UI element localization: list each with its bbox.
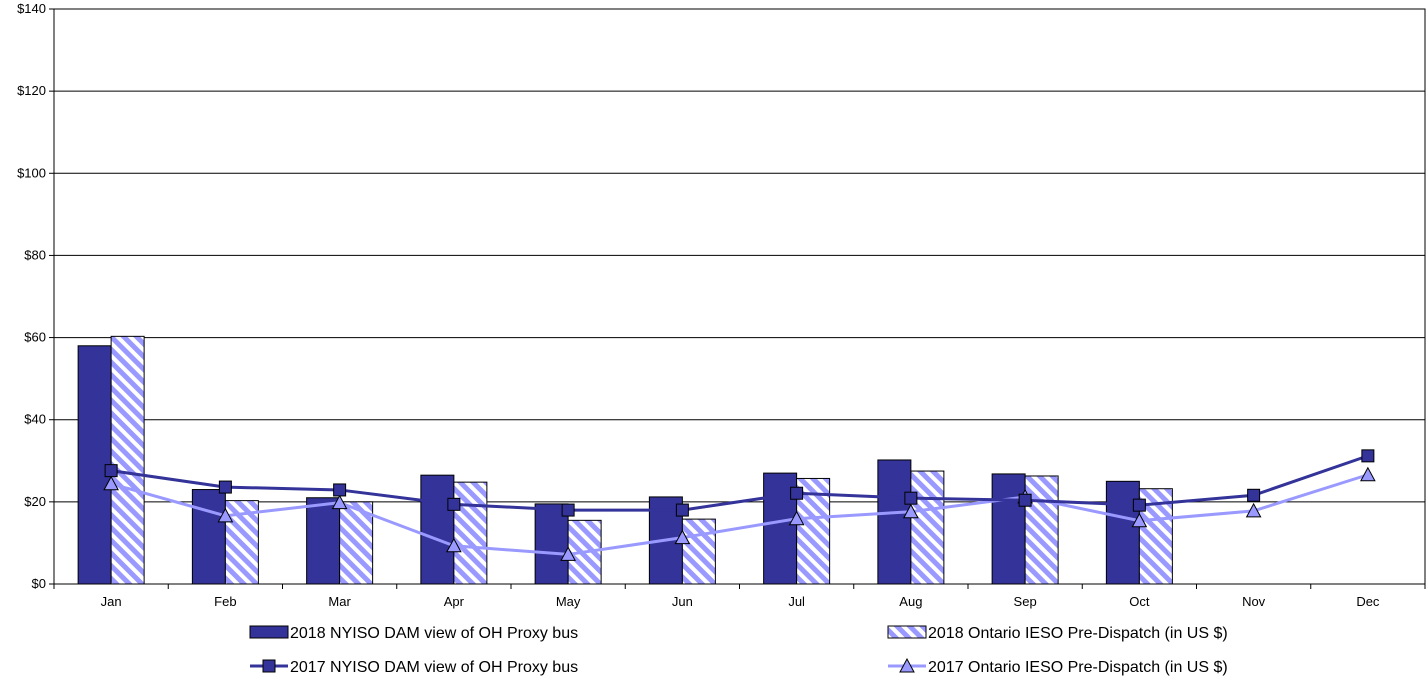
bar (1105, 480, 1140, 585)
legend-swatch (249, 625, 289, 639)
axes: $0 $20 $40 $60 $80 $100 $120 $140 Jan Feb Mar Apr Ma… (17, 1, 1426, 609)
y-tick-label: $0 (32, 576, 46, 591)
line-point (790, 486, 804, 500)
bar (681, 518, 716, 585)
bar (306, 497, 341, 585)
x-tick-label: Jul (788, 594, 805, 609)
legend-label: 2017 Ontario IESO Pre-Dispatch (in US $) (928, 659, 1228, 676)
y-tick-label: $140 (17, 1, 46, 16)
x-tick-label: May (556, 594, 581, 609)
x-tick-label: Nov (1242, 594, 1266, 609)
bar (110, 335, 145, 585)
legend-swatch (887, 625, 927, 639)
legend-item: 2017 Ontario IESO Pre-Dispatch (in US $) (888, 657, 1228, 676)
line-point (1245, 502, 1262, 518)
line-point (262, 659, 276, 673)
legend-item: 2018 Ontario IESO Pre-Dispatch (in US $) (887, 625, 1228, 642)
bar (1024, 475, 1059, 585)
line-point (1361, 449, 1375, 463)
legend-label: 2018 Ontario IESO Pre-Dispatch (in US $) (928, 625, 1228, 642)
y-tick-label: $40 (24, 412, 46, 427)
line-point (560, 546, 576, 561)
x-tick-label: Oct (1129, 594, 1150, 609)
series-line (110, 454, 1369, 512)
bar (339, 501, 374, 585)
bar (191, 489, 226, 585)
x-tick-label: Sep (1014, 594, 1037, 609)
line-point (103, 475, 119, 491)
y-tick-label: $80 (24, 247, 46, 262)
line-point (218, 480, 232, 494)
line-point (788, 510, 805, 526)
x-tick-label: Apr (444, 594, 465, 609)
line-point (1018, 493, 1032, 507)
bar (534, 503, 569, 585)
line-point (447, 497, 461, 511)
bar (910, 470, 945, 585)
lines (103, 449, 1376, 561)
y-tick-label: $20 (24, 494, 46, 509)
line-point (904, 491, 918, 505)
series-line (110, 473, 1369, 556)
bar (453, 481, 488, 585)
bar (991, 473, 1026, 585)
x-tick-label: Feb (214, 594, 236, 609)
gridlines (54, 90, 1425, 503)
line-point (561, 503, 575, 517)
y-tick-label: $120 (17, 83, 46, 98)
line-point (331, 494, 348, 510)
y-tick-label: $60 (24, 330, 46, 345)
line-point (104, 464, 118, 478)
line-point (903, 503, 919, 519)
line-point (899, 657, 915, 673)
x-tick-label: Jan (101, 594, 122, 609)
y-tick-label: $100 (17, 165, 46, 180)
line-point (674, 529, 691, 545)
legend: 2018 NYISO DAM view of OH Proxy bus 2018 … (249, 625, 1228, 676)
bar (877, 459, 912, 585)
line-point (675, 503, 689, 517)
line-point (446, 537, 462, 553)
legend-item: 2018 NYISO DAM view of OH Proxy bus (249, 625, 578, 642)
line-point (1132, 498, 1146, 512)
legend-item: 2017 NYISO DAM view of OH Proxy bus (250, 659, 578, 676)
line-point (1360, 466, 1376, 482)
line-point (217, 507, 234, 523)
legend-label: 2017 NYISO DAM view of OH Proxy bus (290, 659, 578, 676)
bar (420, 474, 455, 585)
x-tick-label: Dec (1356, 594, 1380, 609)
line-point (1131, 512, 1148, 528)
line-point (1247, 488, 1261, 502)
x-tick-label: Mar (328, 594, 351, 609)
x-tick-label: Jun (672, 594, 693, 609)
legend-label: 2018 NYISO DAM view of OH Proxy bus (290, 625, 578, 642)
x-tick-label: Aug (899, 594, 922, 609)
line-point (333, 483, 347, 497)
